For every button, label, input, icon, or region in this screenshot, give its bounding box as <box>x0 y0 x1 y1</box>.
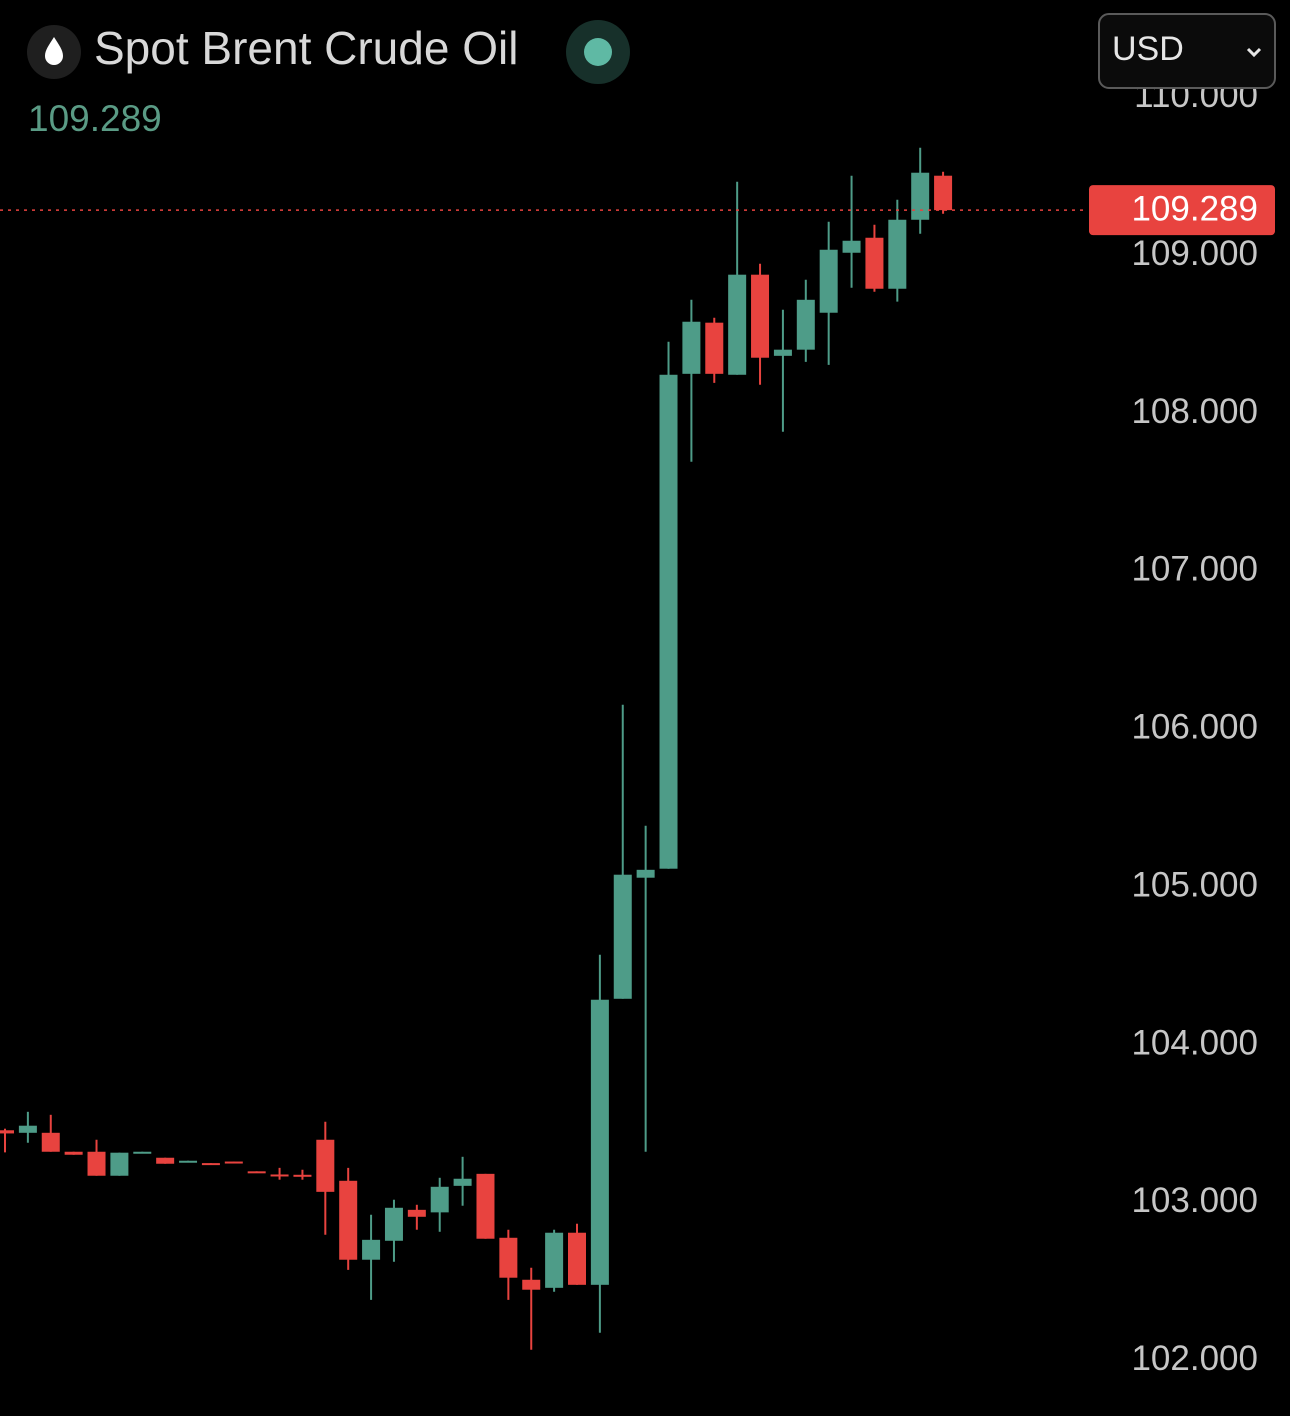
candle-body <box>682 321 701 374</box>
candle-body <box>934 175 953 211</box>
candle-body <box>362 1239 381 1260</box>
candle-body <box>545 1232 564 1288</box>
candle-body <box>705 322 724 374</box>
candle-body <box>384 1207 403 1241</box>
last-price-label: 109.289 <box>1131 189 1258 228</box>
currency-label[interactable]: USD <box>1112 30 1184 68</box>
candle-body <box>87 1151 106 1176</box>
candle-body <box>499 1237 518 1278</box>
candle-body <box>293 1174 312 1177</box>
droplet <box>45 37 63 65</box>
candle-body <box>64 1151 83 1155</box>
y-tick-label: 104.000 <box>1131 1023 1258 1062</box>
header-price: 109.289 <box>28 98 162 139</box>
y-tick-label: 105.000 <box>1131 865 1258 904</box>
candle-body <box>819 249 838 313</box>
asset-title: Spot Brent Crude Oil <box>94 22 518 74</box>
candle-body <box>522 1279 541 1290</box>
last-price-tag <box>1089 185 1275 236</box>
candle-body <box>568 1232 586 1285</box>
candle-body <box>247 1171 266 1174</box>
candle-body <box>476 1173 495 1239</box>
currency-dropdown[interactable]: USD <box>1098 13 1276 89</box>
candle-body <box>728 274 747 375</box>
y-tick-label: 107.000 <box>1131 550 1258 589</box>
status-dot <box>584 38 612 66</box>
candle-body <box>0 1130 14 1134</box>
candle-body <box>773 349 792 356</box>
candle-body <box>110 1152 129 1176</box>
dropdown-box[interactable] <box>1098 13 1276 89</box>
candle-body <box>659 374 678 869</box>
candle-body <box>339 1180 358 1260</box>
candle-body <box>156 1157 175 1164</box>
candle-body <box>201 1163 220 1166</box>
candle-body <box>133 1151 152 1154</box>
candle-body <box>407 1209 426 1217</box>
candle-body <box>41 1132 60 1152</box>
candle-body <box>636 869 655 878</box>
chevron[interactable] <box>1246 47 1262 58</box>
candle-body <box>453 1178 472 1186</box>
y-axis: 102.000 103.000 104.000 105.000 106.000 107.0… <box>1131 76 1258 1378</box>
candle-body <box>316 1139 335 1192</box>
y-tick-label: 106.000 <box>1131 708 1258 747</box>
candle-body <box>18 1125 37 1133</box>
candle-body <box>911 172 930 220</box>
candle-body <box>590 999 609 1285</box>
y-tick-label: 103.000 <box>1131 1181 1258 1220</box>
y-tick-label: 108.000 <box>1131 392 1258 431</box>
candle-body <box>430 1186 449 1213</box>
candle-body <box>751 274 770 358</box>
candle-body <box>796 299 815 350</box>
candle-body <box>888 219 907 289</box>
candle-body <box>842 240 861 253</box>
candle-body <box>613 874 632 999</box>
candle-body <box>865 237 884 289</box>
candle-body <box>179 1160 198 1163</box>
y-tick-label: 102.000 <box>1131 1339 1258 1378</box>
plot-area <box>0 147 1088 1350</box>
candle-body <box>224 1161 243 1164</box>
header: Spot Brent Crude Oil 109.289 <box>27 20 630 139</box>
y-tick-label: 109.000 <box>1131 234 1258 273</box>
y-tick-label: 110.000 <box>1134 76 1258 115</box>
candle-body <box>270 1174 289 1177</box>
